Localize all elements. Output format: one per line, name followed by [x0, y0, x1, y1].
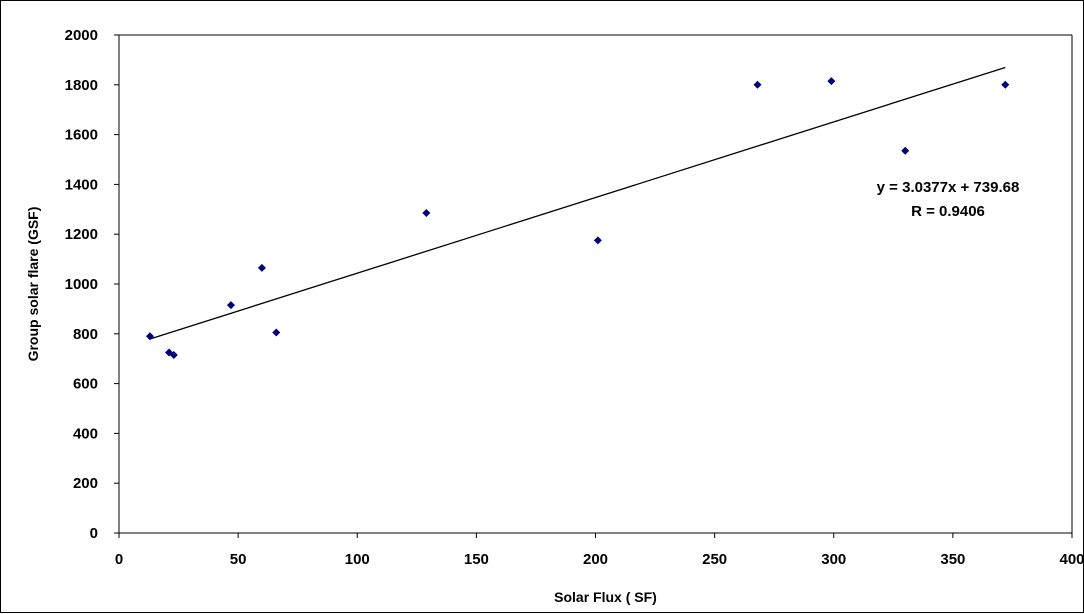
y-tick-label: 1600 [65, 127, 98, 144]
axes [118, 34, 1073, 534]
x-tick-label: 0 [115, 551, 123, 568]
y-axis-ticks: 0 200 400 600 800 1000 1200 1400 1600 1800 2000 [65, 27, 119, 542]
y-tick-label: 800 [73, 326, 98, 343]
trendline [149, 66, 1006, 340]
data-point [422, 209, 431, 218]
correlation-label: R = 0.9406 [911, 203, 985, 220]
data-point [901, 146, 910, 155]
data-points [145, 77, 1010, 359]
trendline-equation: y = 3.0377x + 739.68 [877, 179, 1020, 196]
y-tick-label: 0 [90, 525, 98, 542]
y-axis-title: Group solar flare (GSF) [25, 207, 41, 362]
y-tick-label: 400 [73, 425, 98, 442]
data-point [272, 328, 281, 337]
x-axis-ticks: 0 50 100 150 200 250 300 350 400 [115, 533, 1084, 568]
x-tick-label: 250 [702, 551, 727, 568]
data-point [169, 350, 178, 359]
x-axis-title: Solar Flux ( SF) [554, 589, 657, 605]
x-tick-label: 50 [230, 551, 247, 568]
x-tick-label: 400 [1059, 551, 1084, 568]
y-tick-label: 1400 [65, 176, 98, 193]
y-tick-label: 200 [73, 475, 98, 492]
data-point [226, 301, 235, 310]
x-tick-label: 100 [345, 551, 370, 568]
data-point [1001, 80, 1010, 89]
data-point [257, 263, 266, 272]
y-tick-label: 1200 [65, 226, 98, 243]
trendline-group [149, 66, 1006, 340]
y-tick-label: 2000 [65, 27, 98, 44]
data-point [753, 80, 762, 89]
x-tick-label: 350 [940, 551, 965, 568]
x-tick-label: 200 [583, 551, 608, 568]
y-tick-label: 1800 [65, 77, 98, 94]
x-tick-label: 150 [464, 551, 489, 568]
data-point [827, 77, 836, 86]
y-tick-label: 1000 [65, 276, 98, 293]
data-point [593, 236, 602, 245]
x-tick-label: 300 [821, 551, 846, 568]
data-point [145, 332, 154, 341]
y-tick-label: 600 [73, 376, 98, 393]
